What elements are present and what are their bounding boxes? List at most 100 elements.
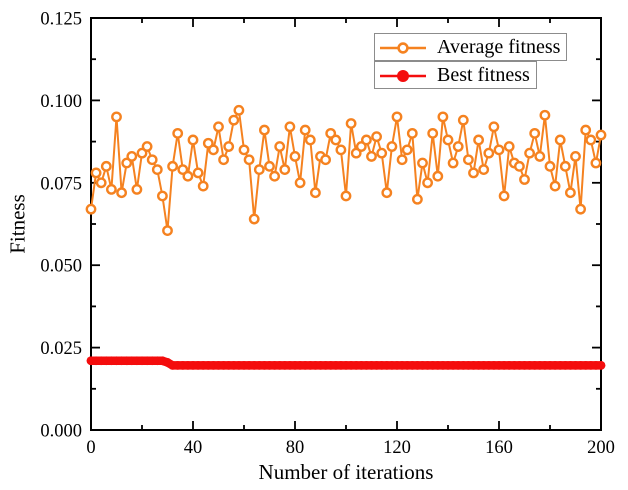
average-fitness-marker (447, 157, 459, 169)
average-fitness-marker (151, 164, 163, 176)
average-fitness-marker (258, 124, 270, 136)
average-fitness-marker (121, 157, 133, 169)
average-fitness-marker (192, 167, 204, 179)
average-fitness-marker (585, 134, 597, 146)
legend-entry-best-fitness: Best fitness (374, 61, 537, 89)
best-fitness-marker (596, 360, 606, 370)
x-tick-label: 0 (86, 438, 95, 458)
average-fitness-marker (371, 131, 382, 143)
average-fitness-marker (299, 124, 311, 136)
x-axis-title: Number of iterations (258, 460, 434, 484)
average-fitness-marker (90, 167, 102, 179)
average-fitness-marker (411, 193, 423, 205)
average-fitness-marker (309, 187, 321, 199)
average-fitness-marker (162, 225, 173, 236)
y-tick-label: 0.025 (40, 339, 82, 359)
average-fitness-marker (85, 203, 97, 215)
average-fitness-marker (146, 154, 158, 166)
average-fitness-marker (233, 104, 245, 116)
average-fitness-marker (406, 127, 418, 139)
average-fitness-marker (131, 183, 143, 195)
average-fitness-marker (529, 127, 541, 139)
average-fitness-marker (350, 147, 362, 159)
average-fitness-marker (544, 160, 556, 172)
average-fitness-marker (207, 144, 219, 156)
average-fitness-marker (141, 141, 153, 152)
average-fitness-marker (427, 127, 439, 139)
average-fitness-marker (202, 137, 214, 149)
average-fitness-marker (320, 154, 331, 166)
average-fitness-marker (187, 134, 199, 146)
average-fitness-marker (519, 174, 530, 185)
x-tick-label: 40 (184, 438, 203, 458)
average-fitness-marker (554, 134, 566, 146)
x-tick-label: 200 (587, 438, 615, 458)
average-fitness-marker (269, 170, 280, 182)
average-fitness-marker (452, 141, 464, 152)
average-fitness-line (90, 109, 602, 232)
average-fitness-marker (136, 147, 148, 159)
average-fitness-marker (340, 190, 352, 202)
average-fitness-marker (570, 151, 581, 162)
average-fitness-marker (294, 177, 306, 189)
average-fitness-marker (111, 111, 122, 123)
average-fitness-marker (116, 187, 128, 199)
average-fitness-marker (106, 183, 117, 195)
average-fitness-marker (182, 170, 194, 182)
average-fitness-marker (575, 203, 586, 215)
average-fitness-marker (549, 180, 561, 192)
average-fitness-marker (498, 190, 510, 202)
average-fitness-marker (503, 141, 515, 152)
x-tick-label: 80 (286, 438, 305, 458)
y-tick-label: 0.050 (40, 257, 82, 277)
y-axis-title: Fitness (5, 194, 30, 254)
y-tick-label: 0.075 (40, 174, 82, 194)
average-fitness-marker (483, 147, 495, 159)
average-fitness-marker (468, 167, 479, 179)
average-fitness-marker (279, 164, 291, 176)
average-fitness-marker (478, 164, 490, 176)
average-fitness-marker (264, 160, 275, 172)
average-fitness-marker (223, 141, 235, 152)
y-tick-label: 0.000 (40, 421, 82, 441)
average-fitness-marker (559, 160, 571, 172)
average-fitness-marker (391, 111, 403, 123)
average-fitness-marker (432, 170, 444, 182)
average-fitness-marker (422, 177, 433, 189)
average-fitness-marker (167, 160, 179, 172)
average-fitness-marker (330, 134, 342, 146)
average-fitness-marker (284, 121, 296, 133)
average-fitness-marker (457, 114, 469, 126)
average-fitness-marker (360, 134, 372, 146)
average-fitness-marker (325, 127, 337, 139)
average-fitness-marker (514, 160, 525, 172)
average-fitness-marker (386, 141, 398, 152)
average-fitness-marker (100, 160, 112, 172)
average-fitness-marker (580, 124, 592, 136)
x-tick-label: 120 (383, 438, 411, 458)
average-fitness-marker (473, 134, 484, 146)
average-fitness-marker (197, 180, 209, 192)
best-fitness-marker-icon (380, 67, 426, 83)
average-fitness-marker (417, 157, 428, 169)
average-fitness-marker (238, 144, 250, 156)
average-fitness-marker (488, 121, 500, 133)
average-fitness-marker (213, 121, 224, 133)
average-fitness-marker (345, 118, 357, 129)
average-fitness-marker (335, 144, 347, 156)
legend-label-best-fitness: Best fitness (437, 63, 530, 86)
average-fitness-marker (442, 134, 454, 146)
x-tick-label: 160 (485, 438, 513, 458)
legend-label-average-fitness: Average fitness (437, 35, 561, 58)
y-tick-label: 0.100 (40, 92, 82, 112)
legend-entry-average-fitness: Average fitness (374, 33, 568, 61)
average-fitness-marker (539, 109, 551, 121)
y-tick-label: 0.125 (40, 9, 82, 29)
average-fitness-marker (355, 141, 367, 152)
average-fitness-marker (401, 144, 413, 156)
average-fitness-marker (534, 151, 546, 162)
average-fitness-marker (95, 177, 107, 189)
average-fitness-marker-icon (380, 39, 426, 55)
